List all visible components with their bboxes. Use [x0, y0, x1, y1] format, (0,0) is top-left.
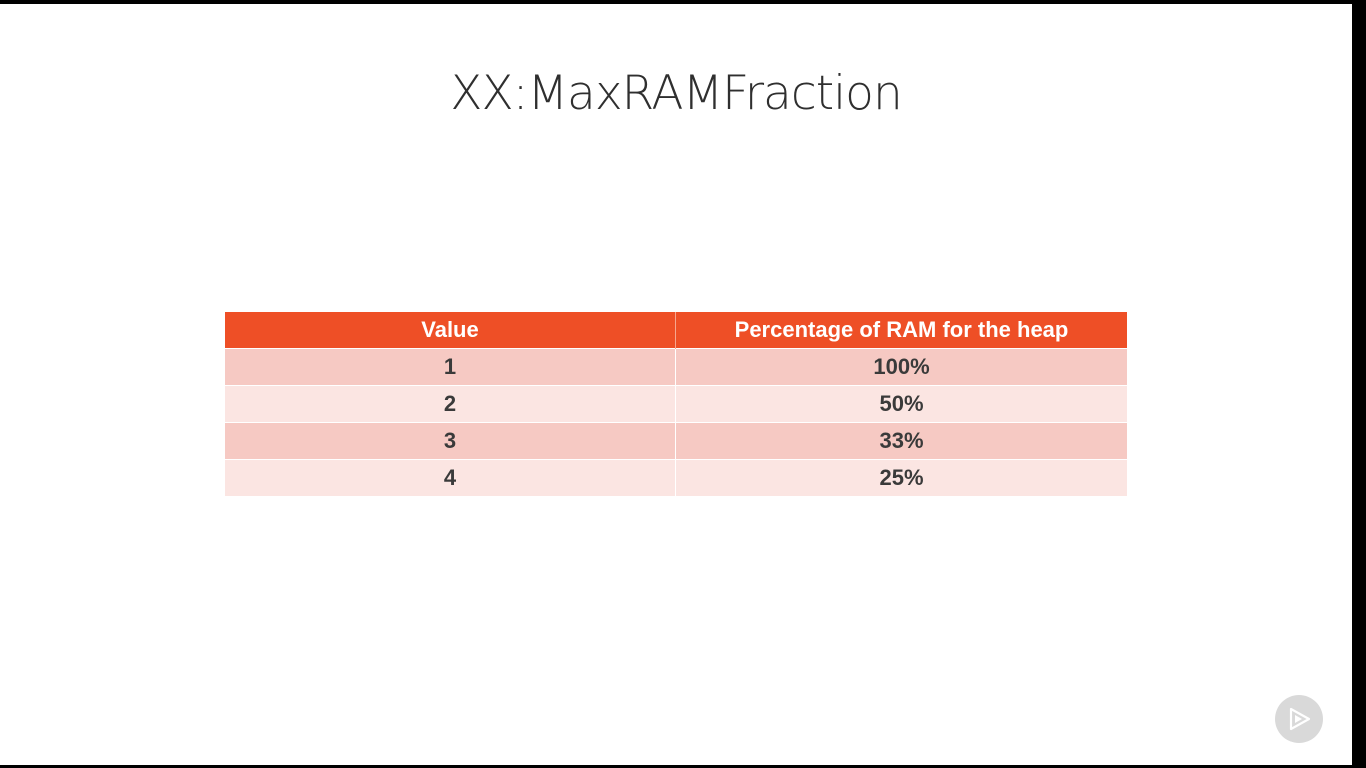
- table-row: 4 25%: [225, 459, 1127, 496]
- table-row: 1 100%: [225, 348, 1127, 386]
- cell-percentage: 50%: [675, 385, 1127, 423]
- header-value: Value: [225, 312, 676, 349]
- slide-title: XX:MaxRAMFraction: [450, 66, 902, 121]
- pluralsight-play-icon: [1275, 695, 1323, 743]
- cell-value: 2: [225, 385, 676, 423]
- header-percentage: Percentage of RAM for the heap: [675, 312, 1127, 349]
- cell-percentage: 25%: [675, 459, 1127, 496]
- cell-value: 3: [225, 422, 676, 460]
- table-row: 2 50%: [225, 385, 1127, 423]
- cell-value: 4: [225, 459, 676, 496]
- slide: XX:MaxRAMFraction Value Percentage of RA…: [0, 4, 1352, 765]
- cell-percentage: 100%: [675, 348, 1127, 386]
- table-header-row: Value Percentage of RAM for the heap: [225, 312, 1127, 349]
- cell-percentage: 33%: [675, 422, 1127, 460]
- table-row: 3 33%: [225, 422, 1127, 460]
- play-triangle-icon: [1289, 707, 1311, 731]
- cell-value: 1: [225, 348, 676, 386]
- fraction-table: Value Percentage of RAM for the heap 1 1…: [225, 312, 1127, 496]
